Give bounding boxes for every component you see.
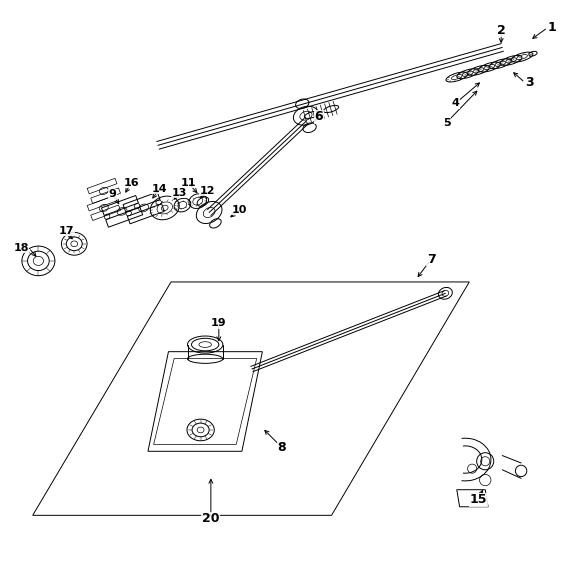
Text: 9: 9	[109, 189, 116, 199]
Text: 10: 10	[232, 205, 247, 215]
Text: 1: 1	[548, 21, 557, 34]
Text: 14: 14	[152, 183, 168, 194]
Text: 19: 19	[211, 319, 227, 328]
Text: 7: 7	[427, 253, 435, 266]
Text: 15: 15	[470, 493, 487, 507]
Text: 8: 8	[277, 441, 286, 453]
Text: 13: 13	[171, 187, 186, 198]
Text: 2: 2	[497, 24, 506, 37]
Text: 17: 17	[59, 226, 74, 236]
Text: 20: 20	[202, 512, 220, 525]
Text: 12: 12	[200, 186, 215, 196]
Text: 18: 18	[13, 243, 29, 253]
Text: 6: 6	[315, 111, 323, 123]
Text: 3: 3	[525, 76, 534, 89]
Text: 5: 5	[443, 117, 450, 128]
Text: 16: 16	[124, 178, 139, 188]
Text: 4: 4	[452, 98, 459, 108]
Text: 11: 11	[180, 178, 196, 188]
